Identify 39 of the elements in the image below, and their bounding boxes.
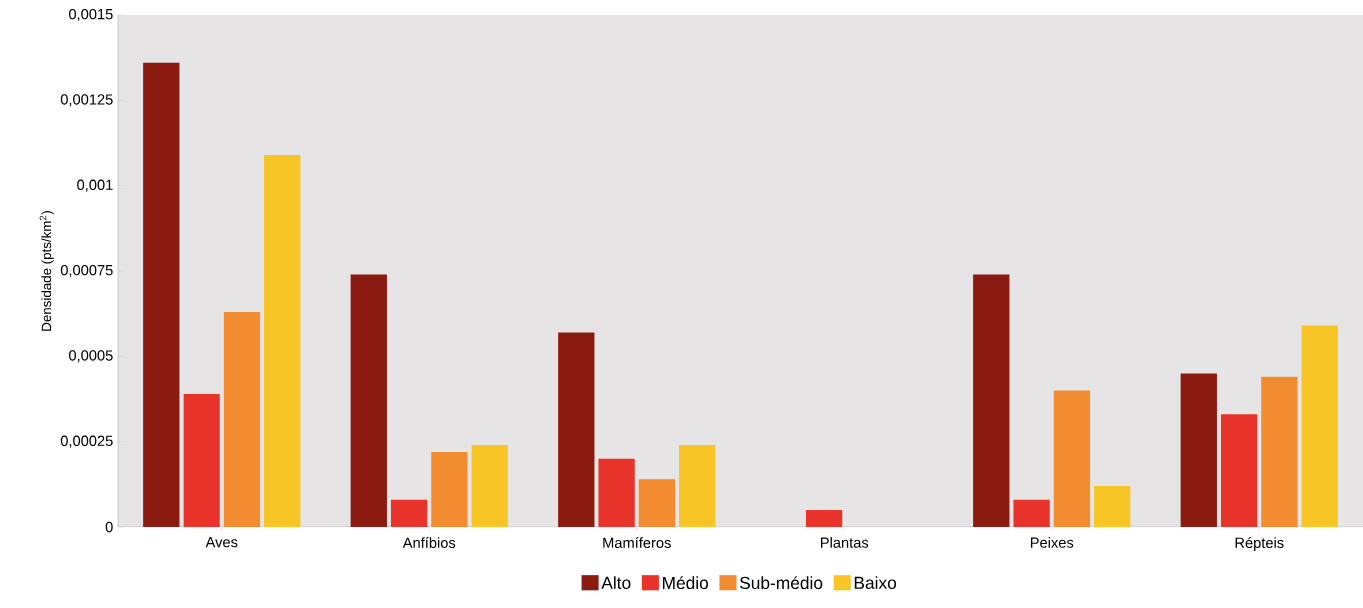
y-tick-label: 0 bbox=[105, 521, 113, 533]
x-tick-label: Répteis bbox=[1235, 537, 1284, 551]
bar bbox=[638, 479, 676, 527]
legend-label: Sub-médio bbox=[739, 576, 823, 590]
bar bbox=[558, 332, 595, 527]
x-tick-label: Anfíbios bbox=[402, 537, 456, 548]
y-tick-label: 0,0005 bbox=[69, 350, 113, 363]
y-tick-label: 0,0015 bbox=[69, 8, 113, 22]
bar bbox=[1220, 414, 1258, 527]
y-tick-label: 0,00125 bbox=[60, 94, 113, 107]
legend-label: Médio bbox=[663, 576, 709, 590]
bar bbox=[350, 274, 387, 527]
bar bbox=[143, 62, 180, 527]
y-tick-label: 0,00075 bbox=[60, 264, 113, 278]
bar bbox=[598, 458, 635, 527]
legend-label: Baixo bbox=[854, 576, 897, 589]
bar bbox=[1094, 486, 1131, 527]
legend-label: Alto bbox=[601, 576, 631, 589]
bar bbox=[471, 445, 508, 527]
y-axis-title: Densidade (pts/km$^{2}$) bbox=[39, 211, 54, 331]
bar bbox=[223, 311, 261, 527]
bar bbox=[973, 274, 1010, 527]
bar bbox=[1013, 499, 1050, 527]
bar bbox=[390, 499, 428, 527]
bar bbox=[1180, 373, 1217, 527]
y-tick-label: 0,00025 bbox=[60, 435, 113, 448]
x-tick-label: Mamíferos bbox=[603, 537, 671, 548]
x-tick-label: Peixes bbox=[1030, 537, 1074, 548]
bar bbox=[264, 154, 301, 527]
y-tick-label: 0,001 bbox=[77, 179, 113, 192]
bar bbox=[431, 451, 468, 527]
bar bbox=[1053, 390, 1091, 527]
bar bbox=[805, 509, 843, 527]
bar bbox=[1261, 376, 1298, 527]
x-tick-label: Aves bbox=[205, 537, 238, 548]
x-tick-label: Plantas bbox=[821, 537, 869, 548]
bar bbox=[679, 445, 716, 527]
bar bbox=[1301, 325, 1338, 527]
bar bbox=[183, 393, 220, 527]
